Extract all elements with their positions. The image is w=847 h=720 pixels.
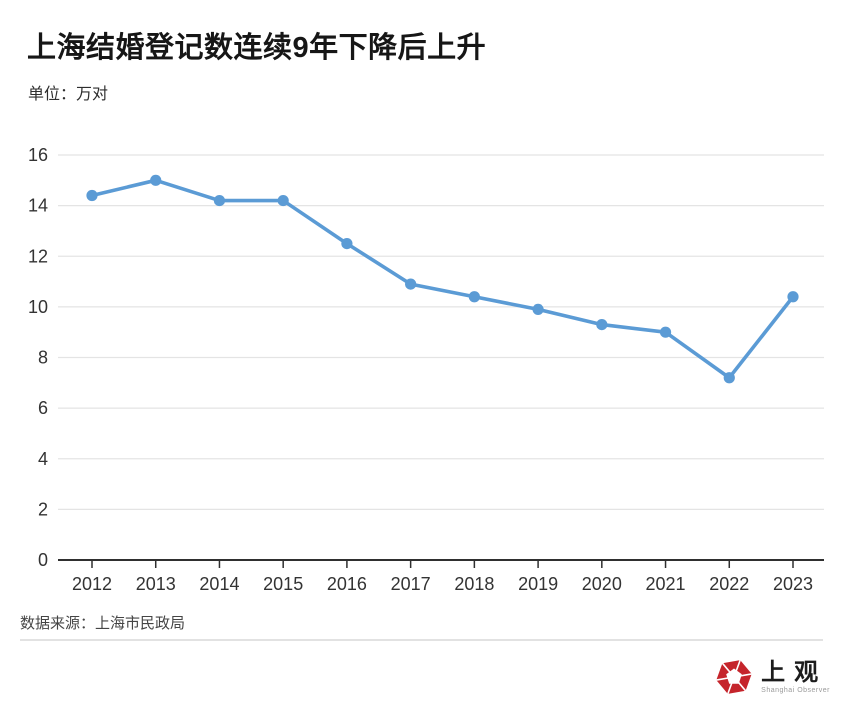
x-axis-tick-label: 2019 (518, 574, 558, 594)
data-point (86, 189, 98, 202)
y-axis-tick-label: 12 (28, 246, 48, 266)
x-axis-tick-label: 2016 (327, 574, 367, 594)
y-axis-tick-label: 14 (28, 196, 48, 216)
x-axis-tick-label: 2020 (582, 574, 622, 594)
data-point (468, 291, 480, 303)
y-axis-tick-label: 2 (38, 499, 48, 519)
x-axis-tick-label: 2012 (72, 574, 112, 594)
logo-cn-text: 上观 (761, 659, 828, 686)
data-point (723, 372, 735, 384)
data-point (532, 303, 544, 316)
data-point (277, 194, 289, 207)
x-axis-tick-label: 2014 (199, 574, 239, 594)
x-axis-tick-label: 2021 (646, 574, 686, 594)
x-axis-tick-label: 2015 (263, 574, 303, 594)
x-axis-tick-label: 2022 (709, 574, 749, 594)
y-axis-tick-label: 10 (28, 297, 48, 317)
y-axis-tick-label: 0 (38, 550, 48, 570)
data-line (90, 178, 795, 380)
data-point (596, 318, 608, 331)
data-point (213, 194, 226, 207)
data-point (150, 174, 162, 186)
footer-divider (20, 639, 823, 641)
y-axis-tick-label: 16 (28, 145, 48, 165)
data-point (659, 326, 672, 338)
y-axis-tick-label: 4 (38, 449, 48, 469)
chart-title: 上海结婚登记数连续9年下降后上升 (27, 32, 487, 64)
logo-en-text: Shanghai Observer (761, 686, 830, 694)
shangguan-pinwheel-icon (716, 659, 753, 695)
data-source-label: 数据来源：上海市民政局 (20, 615, 186, 632)
y-axis-tick-label: 8 (38, 348, 48, 368)
x-axis-tick-label: 2013 (136, 574, 176, 594)
x-axis-tick-label: 2017 (391, 574, 431, 594)
y-axis-tick-label: 6 (38, 398, 48, 418)
data-point (787, 291, 799, 303)
logo-text-block: 上观 Shanghai Observer (761, 660, 830, 695)
data-point (405, 278, 417, 290)
chart-unit-label: 单位：万对 (28, 86, 109, 103)
x-axis-tick-label: 2023 (773, 574, 813, 594)
line-chart: 0 2 4 6 8 10 12 14 16 2012 2013 2014 2015 2016 2017 201… (28, 145, 824, 594)
shanghai-observer-logo: 上观 Shanghai Observer (714, 657, 830, 697)
x-axis-tick-label: 2018 (454, 574, 494, 594)
data-point (341, 237, 353, 250)
